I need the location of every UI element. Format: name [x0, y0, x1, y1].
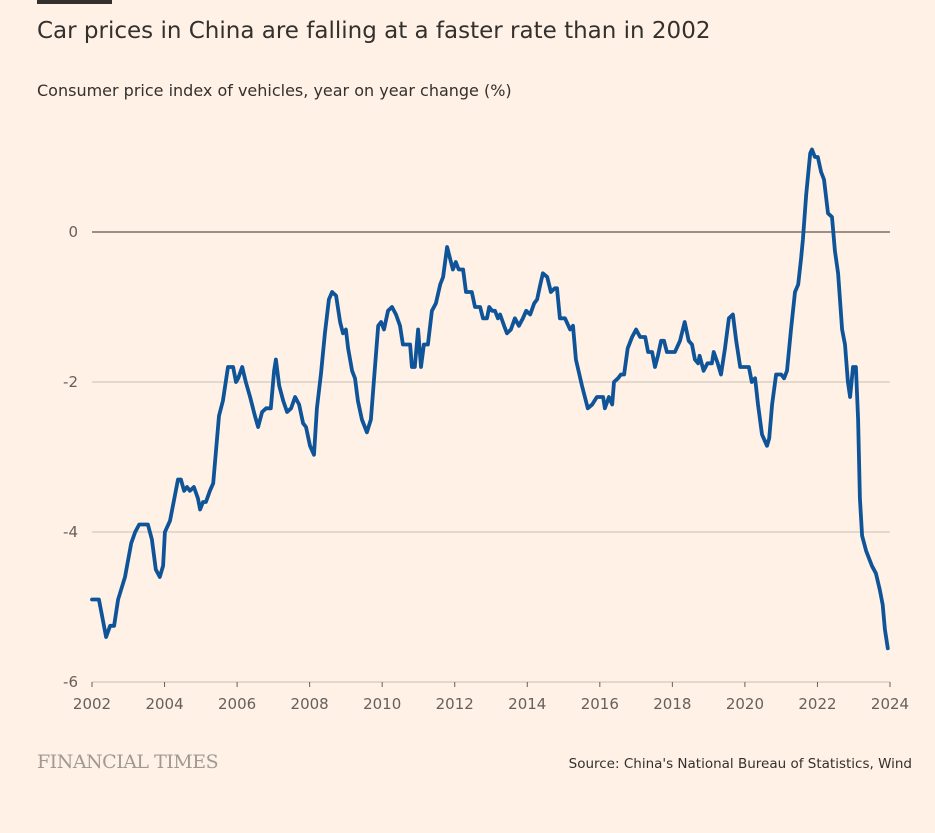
x-tick-label: 2004 [145, 695, 183, 713]
y-tick-label: 0 [68, 223, 78, 241]
x-tick-label: 2010 [363, 695, 401, 713]
source-note: Source: China's National Bureau of Stati… [568, 756, 912, 772]
y-tick-label: -6 [63, 673, 78, 691]
chart-subtitle: Consumer price index of vehicles, year o… [37, 81, 512, 100]
x-tick-label: 2018 [653, 695, 691, 713]
x-tick-label: 2022 [798, 695, 836, 713]
x-tick-label: 2016 [581, 695, 619, 713]
x-tick-label: 2012 [436, 695, 474, 713]
x-tick-label: 2020 [726, 695, 764, 713]
y-tick-label: -4 [63, 523, 78, 541]
chart-title: Car prices in China are falling at a fas… [37, 18, 711, 44]
brand-bar [37, 0, 112, 4]
x-tick-label: 2024 [871, 695, 909, 713]
series-line-vehicle-cpi [90, 147, 890, 651]
x-tick-label: 2014 [508, 695, 546, 713]
ft-logo: FINANCIAL TIMES [37, 751, 219, 773]
y-tick-label: -2 [63, 373, 78, 391]
x-tick-label: 2002 [73, 695, 111, 713]
x-tick-label: 2008 [291, 695, 329, 713]
x-tick-label: 2006 [218, 695, 256, 713]
